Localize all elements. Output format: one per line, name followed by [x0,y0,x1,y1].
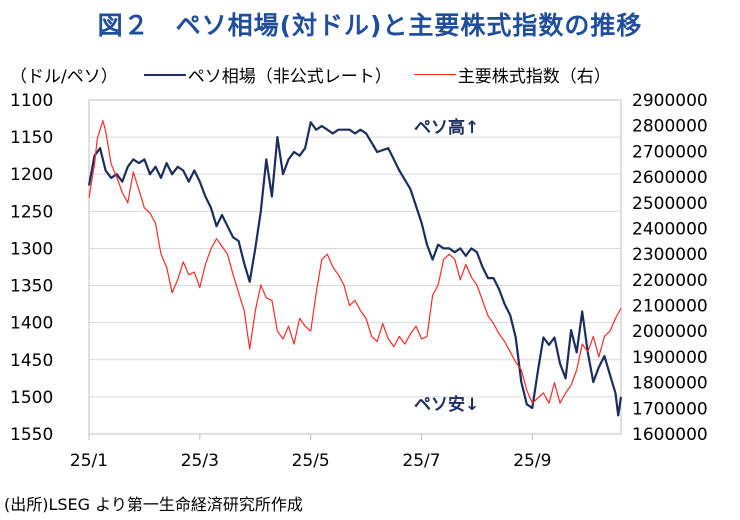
left-tick-label: 1150 [10,128,53,148]
chart-title: 図２ ペソ相場(対ドル)と主要株式指数の推移 [97,11,643,40]
right-tick-label: 1600000 [632,425,708,445]
left-tick-label: 1400 [10,314,53,334]
x-tick-label: 25/3 [181,451,219,471]
right-tick-label: 2700000 [632,142,708,162]
legend-label-peso: ペソ相場（非公式レート） [187,67,392,87]
left-tick-label: 1350 [10,277,53,297]
legend-label-stock: 主要株式指数（右） [457,67,611,87]
legend-swatch-stock [413,74,456,75]
series-line-peso [87,121,623,417]
left-tick-label: 1450 [10,351,53,371]
left-tick-label: 1550 [10,425,53,445]
line-chart: 1100 1150 1200 1250 1300 1350 1400 1450 1500 1550… [10,91,708,471]
x-tick-label: 25/7 [402,451,440,471]
right-tick-label: 2600000 [632,168,708,188]
left-tick-label: 1200 [10,165,53,185]
right-tick-label: 2200000 [632,271,708,291]
left-tick-label: 1500 [10,388,53,408]
series-line-stock [88,119,622,404]
right-axis-ticks: 2900000 2800000 2700000 2600000 2500000 24000… [632,91,708,445]
x-tick-label: 25/9 [513,451,551,471]
x-axis-ticks: 25/1 25/3 25/5 25/7 25/9 [70,434,551,471]
x-tick-label: 25/1 [70,451,108,471]
right-tick-label: 1900000 [632,348,708,368]
right-tick-label: 1700000 [632,399,708,419]
right-tick-label: 2000000 [632,322,708,342]
series-lines [87,119,623,417]
left-tick-label: 1300 [10,239,53,259]
right-tick-label: 2100000 [632,297,708,317]
right-tick-label: 2800000 [632,117,708,137]
x-tick-label: 25/5 [292,451,330,471]
right-tick-label: 2400000 [632,219,708,239]
right-tick-label: 2500000 [632,194,708,214]
legend-swatch-peso [143,73,186,76]
left-axis-unit: （ドル/ペソ） [10,67,118,87]
right-tick-label: 2300000 [632,245,708,265]
source-note: (出所)LSEG より第一生命経済研究所作成 [4,495,303,514]
left-tick-label: 1250 [10,202,53,222]
annotation-peso-high: ペソ高↑ [414,117,479,138]
plot-area [88,99,622,435]
right-tick-label: 1800000 [632,374,708,394]
left-axis-ticks: 1100 1150 1200 1250 1300 1350 1400 1450 1500 1550 [10,91,53,445]
annotation-peso-low: ペソ安↓ [414,394,479,415]
legend: （ドル/ペソ） ペソ相場（非公式レート） 主要株式指数（右） [10,62,633,87]
right-tick-label: 2900000 [632,91,708,111]
gridlines [89,136,621,398]
left-tick-label: 1100 [10,91,53,111]
